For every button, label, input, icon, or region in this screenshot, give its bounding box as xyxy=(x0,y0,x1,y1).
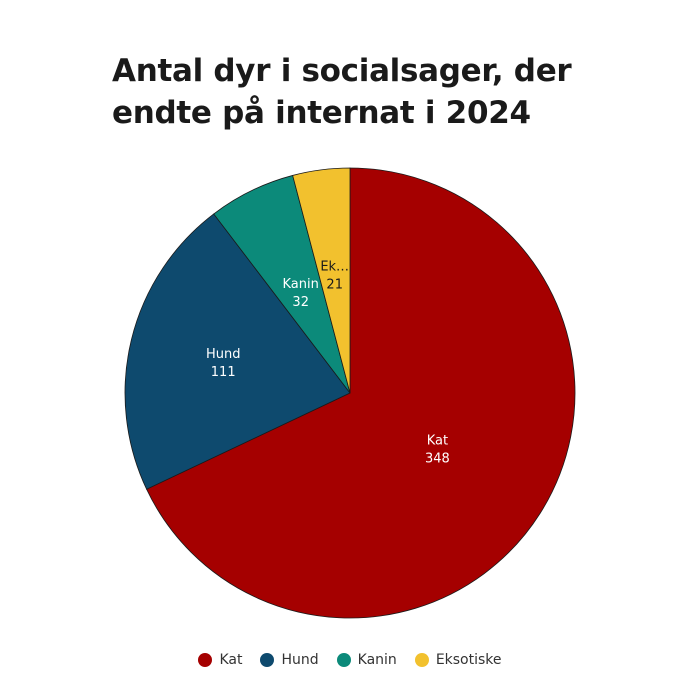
slice-label-kanin: Kanin xyxy=(283,277,319,292)
legend-label-kanin: Kanin xyxy=(357,652,397,668)
slice-value-hund: 111 xyxy=(211,365,236,380)
slice-value-eksotiske: 21 xyxy=(326,278,343,293)
slice-value-kanin: 32 xyxy=(292,295,309,310)
legend-item-hund[interactable]: Hund xyxy=(260,652,319,668)
legend-item-kanin[interactable]: Kanin xyxy=(336,652,397,668)
slice-label-eksotiske: Ek… xyxy=(320,260,349,275)
legend-swatch-hund xyxy=(260,653,275,667)
legend-item-eksotiske[interactable]: Eksotiske xyxy=(414,652,502,668)
chart-title-line-1: Antal dyr i socialsager, der xyxy=(112,53,572,89)
legend-swatch-kanin xyxy=(336,653,351,667)
legend-swatch-kat xyxy=(198,653,213,667)
chart-title: Antal dyr i socialsager, der endte på in… xyxy=(112,50,612,134)
chart-title-line-2: endte på internat i 2024 xyxy=(112,95,531,131)
slice-label-kat: Kat xyxy=(427,433,448,448)
legend-item-kat[interactable]: Kat xyxy=(198,652,242,668)
pie-slice-eksotiske xyxy=(292,167,351,394)
slice-value-kat: 348 xyxy=(425,451,450,466)
legend-label-kat: Kat xyxy=(219,652,243,668)
slice-label-hund: Hund xyxy=(206,347,241,362)
legend-label-hund: Hund xyxy=(281,652,319,668)
pie-slice-kat xyxy=(146,167,576,619)
chart-legend: Kat Hund Kanin Eksotiske xyxy=(0,652,700,668)
legend-swatch-eksotiske xyxy=(414,653,429,667)
pie-slice-hund xyxy=(124,213,351,490)
legend-label-eksotiske: Eksotiske xyxy=(435,652,502,668)
